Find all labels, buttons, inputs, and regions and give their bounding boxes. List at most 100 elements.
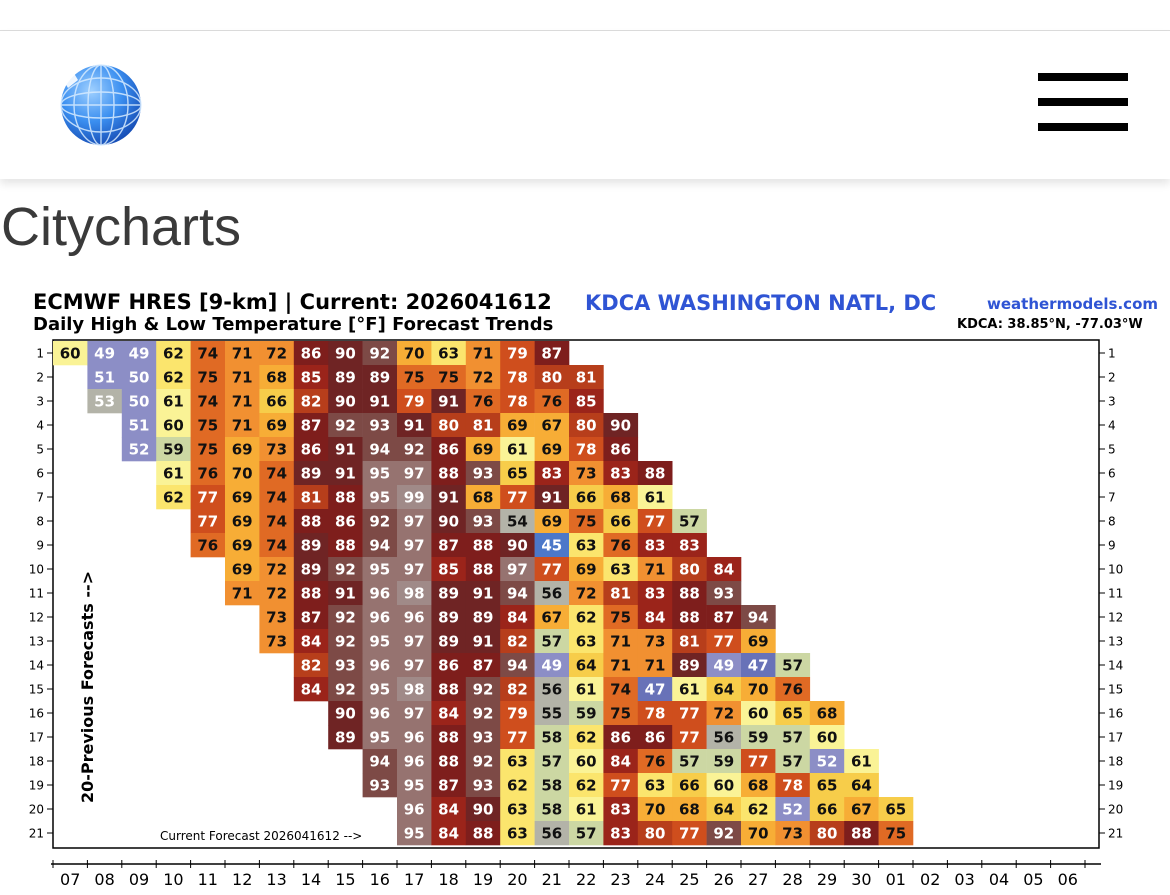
heatmap-cell [465, 557, 501, 582]
heatmap-cell [603, 797, 639, 822]
cell-value: 84 [610, 753, 631, 771]
globe-icon[interactable] [58, 64, 144, 146]
heatmap-cell [637, 725, 673, 750]
cell-value: 99 [404, 489, 425, 507]
heatmap-cell [397, 749, 432, 774]
cell-value: 73 [266, 609, 287, 627]
heatmap-cell [569, 365, 604, 390]
heatmap-cell [431, 797, 467, 822]
heatmap-cell [293, 653, 329, 678]
heatmap-cell [706, 821, 742, 846]
heatmap-cell [534, 797, 570, 822]
cell-value: 83 [679, 537, 700, 555]
cell-value: 93 [473, 777, 494, 795]
cell-value: 61 [645, 489, 666, 507]
heatmap-cell [809, 749, 845, 774]
y-tick-label-right: 15 [1108, 683, 1123, 697]
cell-value: 67 [851, 801, 872, 819]
heatmap-cell [431, 509, 467, 534]
cell-value: 61 [163, 393, 184, 411]
y-tick-label-left: 2 [36, 371, 44, 385]
heatmap-cell [672, 821, 707, 846]
heatmap-cell [706, 701, 742, 726]
cell-value: 74 [197, 345, 218, 363]
x-day-label: 16 [370, 870, 390, 889]
cell-value: 60 [576, 753, 597, 771]
cell-value: 69 [541, 441, 562, 459]
cell-value: 77 [507, 729, 528, 747]
heatmap-cell [293, 677, 329, 702]
heatmap-cell [293, 461, 329, 486]
heatmap-cell [259, 437, 295, 462]
cell-value: 47 [748, 657, 769, 675]
cell-value: 78 [645, 705, 666, 723]
cell-value: 69 [232, 441, 253, 459]
heatmap-cell [569, 677, 604, 702]
hamburger-menu-icon[interactable] [1036, 73, 1130, 135]
heatmap-cell [465, 341, 501, 366]
heatmap-cell [225, 365, 260, 390]
cell-value: 62 [163, 345, 184, 363]
y-tick-label-right: 9 [1108, 539, 1116, 553]
heatmap-cell [637, 701, 673, 726]
heatmap-cell [534, 461, 570, 486]
heatmap-cell [225, 389, 260, 414]
cell-value: 92 [404, 441, 425, 459]
cell-value: 81 [610, 585, 631, 603]
cell-value: 71 [645, 561, 666, 579]
heatmap-cell [878, 821, 914, 846]
cell-value: 93 [713, 585, 734, 603]
heatmap-cell [534, 557, 570, 582]
heatmap-cell [500, 413, 535, 438]
heatmap-cell [397, 605, 432, 630]
cell-value: 82 [301, 657, 322, 675]
heatmap-cell [569, 821, 604, 846]
chart-source[interactable]: weathermodels.com [987, 295, 1159, 313]
cell-value: 50 [129, 369, 150, 387]
heatmap-cell [706, 653, 742, 678]
cell-value: 49 [94, 345, 115, 363]
heatmap-cell [741, 749, 776, 774]
cell-value: 56 [713, 729, 734, 747]
heatmap-cell [397, 677, 432, 702]
cell-value: 81 [301, 489, 322, 507]
cell-value: 57 [541, 633, 562, 651]
heatmap-cell [328, 677, 363, 702]
cell-value: 89 [438, 609, 459, 627]
heatmap-cell [672, 629, 707, 654]
cell-value: 62 [748, 801, 769, 819]
cell-value: 73 [266, 633, 287, 651]
cell-value: 57 [679, 513, 700, 531]
heatmap-cell [637, 605, 673, 630]
heatmap-cell [225, 341, 260, 366]
cell-value: 82 [507, 633, 528, 651]
heatmap-cell [225, 485, 260, 510]
cell-value: 86 [438, 441, 459, 459]
heatmap-cell [534, 821, 570, 846]
cell-value: 69 [507, 417, 528, 435]
heatmap-cell [431, 701, 467, 726]
heatmap-cell [741, 797, 776, 822]
cell-value: 77 [541, 561, 562, 579]
heatmap-cell [569, 557, 604, 582]
x-day-label: 26 [714, 870, 734, 889]
heatmap-cell [603, 509, 639, 534]
cell-value: 57 [679, 753, 700, 771]
cell-value: 89 [301, 537, 322, 555]
heatmap-cell [706, 605, 742, 630]
cell-value: 52 [782, 801, 803, 819]
heatmap-cell [775, 701, 811, 726]
cell-value: 67 [541, 609, 562, 627]
heatmap-cell [328, 341, 363, 366]
heatmap-cell [603, 437, 639, 462]
y-tick-label-left: 21 [29, 827, 44, 841]
cell-value: 89 [335, 369, 356, 387]
cell-value: 64 [713, 681, 734, 699]
cell-value: 87 [713, 609, 734, 627]
cell-value: 63 [507, 825, 528, 843]
heatmap-cell [190, 509, 226, 534]
heatmap-cell [706, 581, 742, 606]
heatmap-cell [293, 581, 329, 606]
cell-value: 92 [713, 825, 734, 843]
y-tick-label-left: 3 [36, 395, 44, 409]
